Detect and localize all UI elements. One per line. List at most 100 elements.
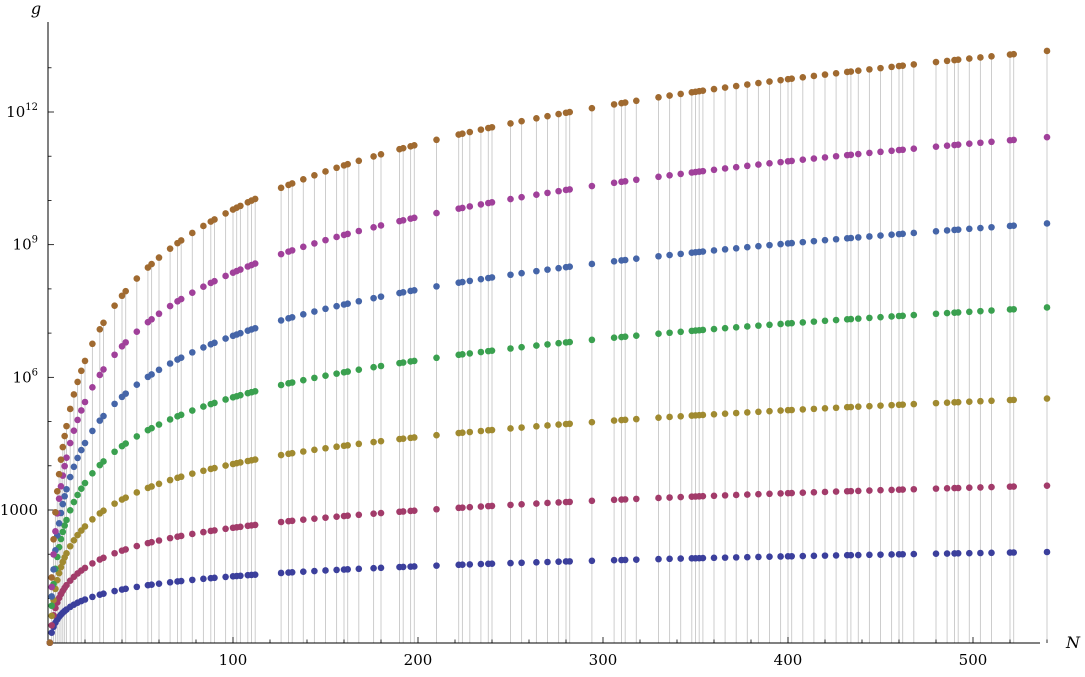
series-5-point — [732, 244, 740, 252]
series-4-point — [755, 322, 762, 329]
series-7-point — [888, 63, 895, 71]
series-7-point — [810, 72, 818, 80]
series-1-point — [788, 552, 795, 560]
series-6-point — [966, 140, 973, 148]
series-5-point — [988, 223, 995, 231]
series-3-point — [655, 414, 662, 421]
series-5-point — [81, 439, 89, 447]
series-2-point — [237, 523, 244, 531]
series-6-point — [507, 195, 514, 203]
series-6-point — [96, 371, 104, 379]
series-1-point — [610, 556, 618, 564]
series-2-point — [333, 513, 340, 520]
series-4-point — [477, 348, 485, 356]
series-1-point — [399, 563, 407, 571]
series-2-point — [148, 538, 155, 546]
y-tick-label: 109 — [13, 235, 38, 254]
series-6-point — [588, 182, 596, 190]
series-2-point — [666, 494, 673, 501]
series-3-point — [943, 399, 951, 406]
series-3-point — [200, 467, 207, 475]
series-6-point — [847, 151, 855, 159]
series-2-point — [507, 501, 514, 509]
series-6-point — [78, 407, 85, 414]
series-4-point — [100, 458, 107, 465]
series-2-point — [48, 622, 55, 629]
series-5-point — [566, 263, 573, 271]
series-3-point — [821, 405, 829, 412]
series-3-point — [399, 435, 407, 442]
series-6-point — [70, 427, 78, 434]
x-tick-label: 300 — [589, 651, 618, 669]
series-2-point — [710, 492, 718, 500]
series-1-point — [988, 549, 995, 557]
series-1-point — [910, 550, 918, 558]
series-6-point — [954, 141, 962, 148]
series-6-point — [459, 204, 466, 212]
series-7-point — [63, 422, 70, 430]
series-4-point — [300, 376, 307, 384]
series-3-point — [488, 426, 496, 434]
series-1-point — [311, 567, 318, 575]
series-7-point — [910, 61, 918, 68]
series-2-point — [322, 514, 329, 521]
series-3-point — [533, 423, 540, 430]
series-1-point — [237, 572, 244, 580]
series-4-point — [66, 506, 74, 514]
series-5-point — [910, 229, 918, 237]
series-3-point — [810, 405, 818, 413]
x-tick-label: 200 — [404, 651, 433, 669]
series-4-point — [655, 330, 662, 338]
series-6-point — [799, 156, 807, 164]
series-1-point — [721, 554, 729, 561]
series-1-point — [777, 553, 784, 560]
series-5-point — [277, 317, 285, 324]
series-6-point — [399, 216, 407, 224]
series-7-point — [251, 195, 259, 203]
series-1-point — [200, 575, 207, 583]
series-7-point — [222, 210, 229, 217]
series-5-point — [610, 257, 618, 265]
series-4-point — [322, 372, 329, 380]
series-7-point — [277, 184, 285, 192]
series-1-point — [899, 550, 906, 558]
series-3-point — [544, 422, 551, 429]
series-2-point — [777, 490, 784, 497]
series-4-point — [74, 491, 81, 499]
series-4-point — [148, 424, 155, 432]
series-2-point — [399, 508, 407, 515]
series-4-point — [111, 448, 118, 456]
series-5-point — [744, 243, 751, 251]
series-3-point — [411, 434, 418, 441]
series-5-point — [459, 278, 466, 286]
series-1-point — [821, 552, 829, 559]
series-6-point — [251, 260, 259, 267]
series-1-point — [477, 560, 485, 568]
series-5-point — [954, 226, 962, 233]
series-5-point — [588, 260, 596, 268]
series-6-point — [832, 152, 840, 160]
series-5-point — [810, 237, 818, 245]
x-axis-label: N — [1065, 633, 1081, 652]
series-6-point — [133, 328, 141, 335]
series-2-point — [518, 501, 525, 508]
series-1-point — [633, 556, 640, 563]
series-6-point — [988, 138, 995, 146]
series-7-point — [155, 254, 163, 261]
series-2-point — [555, 499, 562, 506]
series-5-point — [288, 314, 296, 321]
series-5-point — [96, 417, 104, 424]
series-3-point — [732, 409, 740, 417]
series-2-point — [89, 560, 96, 567]
y-tick-label: 1000 — [0, 501, 38, 519]
series-6-point — [755, 161, 762, 168]
series-7-point — [59, 443, 67, 451]
series-5-point — [888, 231, 895, 239]
series-7-point — [459, 130, 466, 138]
series-7-point — [55, 470, 63, 478]
series-1-point — [847, 551, 855, 559]
series-4-point — [200, 403, 207, 410]
series-1-point — [155, 580, 163, 587]
series-3-point — [277, 451, 285, 459]
series-4-point — [377, 362, 385, 370]
